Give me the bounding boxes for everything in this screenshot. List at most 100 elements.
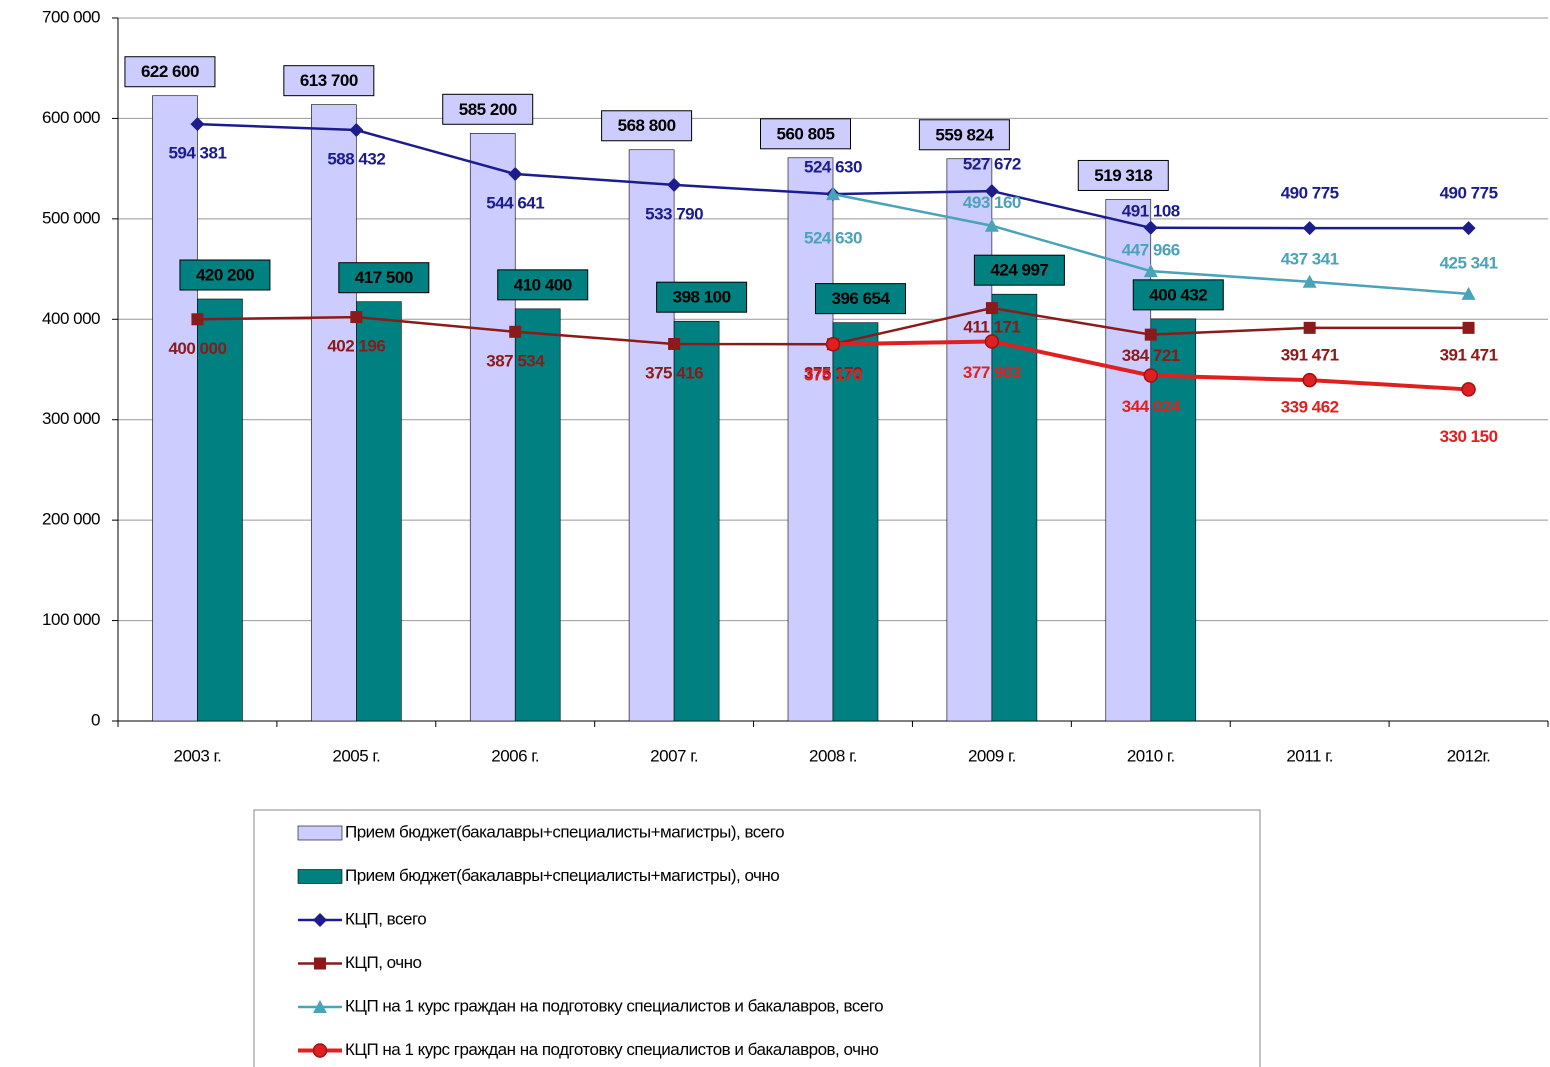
data-label-box [1077, 159, 1169, 191]
legend-label: Прием бюджет(бакалавры+специалисты+магис… [345, 822, 784, 841]
data-label: 437 341 [1281, 249, 1339, 268]
data-label-box [179, 259, 271, 291]
data-label-box [656, 281, 748, 313]
data-label: 425 341 [1440, 253, 1498, 272]
bar [1105, 199, 1152, 722]
y-tick-label: 200 000 [42, 510, 100, 529]
marker [1303, 321, 1316, 334]
data-label-box [601, 110, 693, 142]
bar [832, 322, 879, 722]
data-label: 391 471 [1440, 345, 1498, 364]
legend-label: Прием бюджет(бакалавры+специалисты+магис… [345, 866, 779, 885]
data-label: 524 630 [804, 158, 862, 177]
data-label-box [918, 119, 1010, 151]
data-label-box [442, 93, 534, 125]
x-tick-label: 2009 г. [968, 746, 1016, 765]
data-label: 594 381 [168, 144, 226, 163]
data-label: 527 672 [963, 155, 1021, 174]
marker [191, 313, 204, 326]
marker [314, 957, 326, 970]
data-label: 344 024 [1122, 397, 1181, 416]
legend-label: КЦП на 1 курс граждан на подготовку спец… [345, 1040, 878, 1059]
legend-label: КЦП, всего [345, 909, 426, 928]
data-label-box [1132, 279, 1224, 311]
bar [469, 132, 516, 722]
marker [984, 184, 999, 199]
data-label: 396 654 [832, 289, 891, 308]
marker [312, 1043, 328, 1058]
data-label: 560 805 [777, 124, 835, 143]
marker [313, 913, 327, 927]
bar [673, 320, 720, 722]
data-label: 384 721 [1122, 346, 1180, 365]
data-label: 490 775 [1281, 184, 1339, 203]
bar [991, 293, 1038, 722]
data-label: 491 108 [1122, 201, 1180, 220]
marker [509, 325, 522, 338]
legend-swatch [297, 869, 343, 884]
marker [984, 218, 999, 232]
data-label: 402 196 [327, 337, 385, 356]
marker [1302, 274, 1317, 288]
data-label: 533 790 [645, 204, 703, 223]
marker [1302, 372, 1317, 388]
bar [628, 149, 675, 722]
y-tick-label: 100 000 [42, 610, 100, 629]
data-label-box [124, 56, 216, 88]
data-label: 391 471 [1281, 345, 1339, 364]
marker [1461, 382, 1476, 397]
x-tick-label: 2010 г. [1127, 746, 1175, 765]
marker [1144, 328, 1157, 341]
x-tick-label: 2003 г. [173, 746, 221, 765]
data-label: 524 630 [804, 229, 862, 248]
data-label: 447 966 [1122, 241, 1180, 260]
data-label: 568 800 [618, 116, 676, 135]
data-label: 585 200 [459, 100, 517, 119]
marker [984, 334, 1000, 349]
marker [668, 337, 681, 350]
legend-swatch [297, 825, 343, 841]
marker [826, 187, 840, 201]
legend-box [253, 809, 1261, 1067]
data-label: 493 160 [963, 193, 1021, 212]
data-label: 375 170 [804, 366, 862, 385]
y-tick-label: 400 000 [42, 309, 100, 328]
bar [311, 104, 357, 722]
data-label: 375 416 [645, 363, 703, 382]
data-label: 519 318 [1094, 166, 1152, 185]
y-tick-label: 500 000 [42, 208, 100, 227]
marker [1143, 264, 1158, 278]
data-label: 375 170 [804, 364, 862, 383]
data-label: 417 500 [355, 268, 413, 287]
x-tick-label: 2006 г. [491, 746, 539, 765]
marker [350, 311, 363, 324]
data-label-box [283, 65, 375, 97]
data-label: 424 997 [990, 261, 1048, 280]
data-label-box [973, 254, 1065, 286]
y-tick-label: 600 000 [42, 108, 100, 127]
legend-label: КЦП, очно [345, 953, 421, 972]
marker [825, 336, 841, 352]
marker [1143, 220, 1158, 235]
data-label: 420 200 [196, 265, 254, 284]
bar [356, 301, 402, 722]
marker [349, 123, 364, 138]
marker [1302, 221, 1317, 236]
marker [1461, 286, 1476, 300]
bar [514, 308, 561, 722]
x-tick-label: 2012г. [1447, 746, 1491, 765]
data-label: 490 775 [1440, 184, 1498, 203]
marker [667, 177, 682, 192]
bar [197, 298, 243, 722]
data-label: 339 462 [1281, 398, 1339, 417]
marker [1461, 221, 1476, 236]
data-label-box [815, 283, 906, 315]
data-label: 377 903 [963, 363, 1021, 382]
data-label: 400 432 [1149, 285, 1207, 304]
data-label-box [760, 118, 851, 150]
y-tick-label: 700 000 [42, 7, 100, 26]
marker [313, 1000, 327, 1013]
data-label: 411 171 [963, 318, 1020, 337]
marker [985, 302, 998, 315]
